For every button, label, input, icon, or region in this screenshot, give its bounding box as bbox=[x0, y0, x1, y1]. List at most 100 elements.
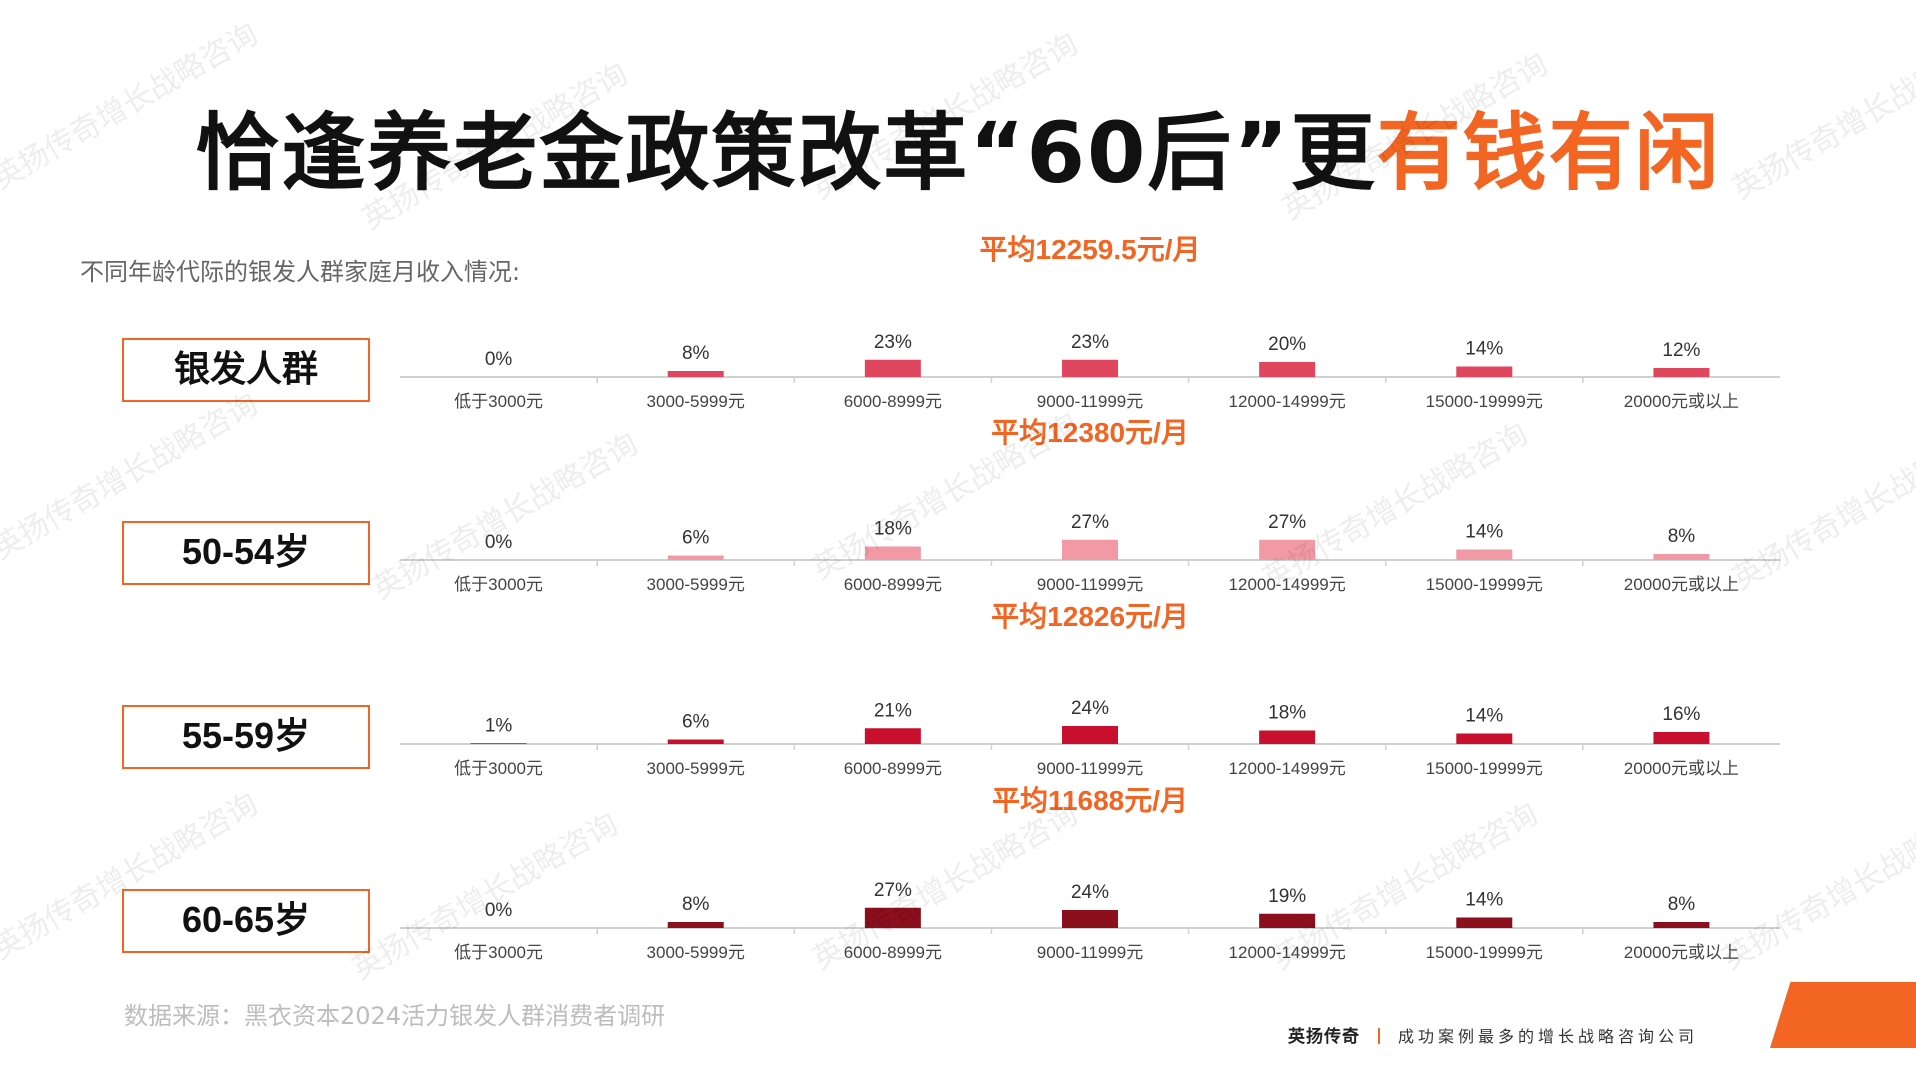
corner-accent-shape bbox=[1770, 982, 1916, 1048]
tick-label: 低于3000元 bbox=[454, 759, 543, 778]
bar bbox=[1062, 910, 1118, 928]
tick-label: 20000元或以上 bbox=[1624, 943, 1739, 962]
tick-label: 9000-11999元 bbox=[1037, 759, 1144, 778]
data-source: 数据来源：黑衣资本2024活力银发人群消费者调研 bbox=[124, 1002, 666, 1030]
page-title: 恰逢养老金政策改革“60后”更有钱有闲 bbox=[0, 86, 1916, 207]
bar bbox=[1259, 730, 1316, 744]
footer-slogan: 成功案例最多的增长战略咨询公司 bbox=[1398, 1027, 1699, 1046]
chart-group-2: 55-59岁 平均12826元/月 1% 低于3000元 6% 3000-5999元 21%… bbox=[122, 601, 1780, 778]
bar bbox=[667, 739, 724, 744]
data-label: 0% bbox=[485, 900, 513, 921]
title-main: 恰逢养老金政策改革“60后”更 bbox=[195, 104, 1377, 202]
data-label: 16% bbox=[1662, 704, 1700, 725]
data-label: 14% bbox=[1465, 522, 1503, 543]
group-label: 55-59岁 bbox=[182, 715, 310, 756]
tick-label: 低于3000元 bbox=[454, 943, 543, 962]
bar bbox=[1456, 549, 1513, 560]
tick-label: 20000元或以上 bbox=[1624, 759, 1739, 778]
group-label: 50-54岁 bbox=[182, 531, 310, 572]
tick-label: 6000-8999元 bbox=[844, 575, 942, 594]
bar bbox=[667, 371, 724, 377]
bar bbox=[864, 728, 921, 744]
tick-label: 15000-19999元 bbox=[1426, 392, 1543, 411]
bar bbox=[1653, 922, 1710, 928]
bar bbox=[1259, 913, 1316, 928]
tick-label: 15000-19999元 bbox=[1426, 943, 1543, 962]
data-label: 14% bbox=[1465, 339, 1503, 360]
bar bbox=[1062, 359, 1118, 377]
data-label: 0% bbox=[485, 349, 513, 370]
tick-label: 12000-14999元 bbox=[1229, 575, 1346, 594]
tick-label: 6000-8999元 bbox=[844, 759, 942, 778]
bar bbox=[1259, 539, 1316, 560]
average-label: 平均12380元/月 bbox=[991, 417, 1189, 448]
tick-label: 低于3000元 bbox=[454, 392, 543, 411]
tick-label: 6000-8999元 bbox=[844, 392, 942, 411]
bar bbox=[1062, 726, 1118, 744]
group-label-box bbox=[122, 705, 370, 769]
average-label: 平均12259.5元/月 bbox=[980, 234, 1201, 265]
data-label: 6% bbox=[682, 528, 710, 549]
bar bbox=[1456, 366, 1513, 377]
bar bbox=[470, 743, 527, 744]
data-label: 6% bbox=[682, 712, 710, 733]
bar bbox=[1653, 732, 1710, 744]
chart-group-3: 60-65岁 平均11688元/月 0% 低于3000元 8% 3000-5999元 27%… bbox=[122, 785, 1780, 962]
data-label: 0% bbox=[485, 532, 513, 553]
data-label: 8% bbox=[682, 894, 710, 915]
tick-label: 15000-19999元 bbox=[1426, 575, 1543, 594]
group-label-box bbox=[122, 521, 370, 585]
data-label: 24% bbox=[1071, 698, 1109, 719]
bar bbox=[1653, 368, 1710, 377]
data-label: 1% bbox=[485, 715, 513, 736]
data-label: 12% bbox=[1662, 340, 1700, 361]
data-label: 18% bbox=[874, 519, 912, 540]
group-label: 银发人群 bbox=[174, 348, 318, 389]
tick-label: 12000-14999元 bbox=[1229, 759, 1346, 778]
data-label: 8% bbox=[1668, 526, 1696, 547]
data-label: 14% bbox=[1465, 890, 1503, 911]
bar bbox=[667, 922, 724, 928]
footer-divider bbox=[1378, 1028, 1380, 1044]
tick-label: 9000-11999元 bbox=[1037, 943, 1144, 962]
tick-label: 9000-11999元 bbox=[1037, 392, 1144, 411]
group-label: 60-65岁 bbox=[182, 899, 310, 940]
tick-label: 3000-5999元 bbox=[647, 575, 745, 594]
bar bbox=[1456, 733, 1513, 744]
data-label: 8% bbox=[682, 343, 710, 364]
chart-group-0: 银发人群 平均12259.5元/月 0% 低于3000元 8% 3000-5999元 23%… bbox=[122, 234, 1780, 411]
bar bbox=[667, 555, 724, 560]
data-label: 27% bbox=[1268, 512, 1306, 533]
tick-label: 20000元或以上 bbox=[1624, 392, 1739, 411]
data-label: 18% bbox=[1268, 703, 1306, 724]
group-label-box bbox=[122, 889, 370, 953]
data-label: 24% bbox=[1071, 882, 1109, 903]
data-label: 23% bbox=[874, 332, 912, 353]
tick-label: 3000-5999元 bbox=[647, 392, 745, 411]
average-label: 平均11688元/月 bbox=[992, 785, 1188, 816]
data-label: 20% bbox=[1268, 334, 1306, 355]
tick-label: 9000-11999元 bbox=[1037, 575, 1144, 594]
tick-label: 20000元或以上 bbox=[1624, 575, 1739, 594]
bar bbox=[864, 907, 921, 928]
chart-subtitle: 不同年龄代际的银发人群家庭月收入情况: bbox=[80, 258, 521, 286]
data-label: 8% bbox=[1668, 894, 1696, 915]
bar bbox=[1062, 539, 1118, 560]
data-label: 27% bbox=[1071, 512, 1109, 533]
footer-brand: 英扬传奇 bbox=[1288, 1027, 1360, 1047]
average-label: 平均12826元/月 bbox=[991, 601, 1189, 632]
title-highlight: 有钱有闲 bbox=[1376, 104, 1721, 202]
footer: 英扬传奇 成功案例最多的增长战略咨询公司 bbox=[1288, 1022, 1698, 1047]
tick-label: 12000-14999元 bbox=[1229, 943, 1346, 962]
data-label: 23% bbox=[1071, 332, 1109, 353]
tick-label: 12000-14999元 bbox=[1229, 392, 1346, 411]
bar bbox=[1259, 362, 1316, 377]
group-label-box bbox=[122, 338, 370, 402]
bar bbox=[1456, 917, 1513, 928]
chart-group-1: 50-54岁 平均12380元/月 0% 低于3000元 6% 3000-5999元 18%… bbox=[122, 417, 1780, 594]
data-label: 19% bbox=[1268, 886, 1306, 907]
data-label: 27% bbox=[874, 880, 912, 901]
data-label: 14% bbox=[1465, 706, 1503, 727]
